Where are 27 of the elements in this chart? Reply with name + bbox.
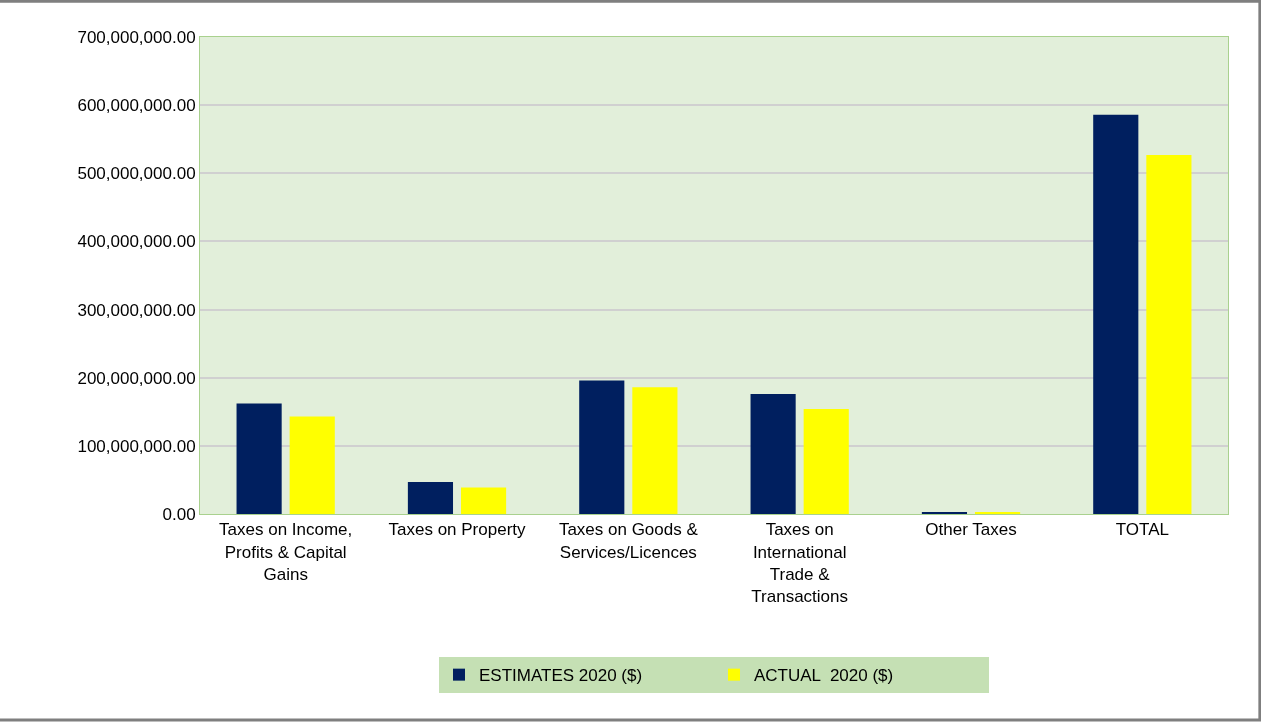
bar <box>579 380 625 514</box>
bar <box>236 403 282 514</box>
legend-label: ACTUAL 2020 ($) <box>754 666 894 686</box>
bar <box>289 416 335 514</box>
y-tick-label: 600,000,000.00 <box>77 96 196 116</box>
bar <box>407 481 454 514</box>
x-tick-label: Other Taxes <box>925 520 1017 540</box>
y-tick-label: 500,000,000.00 <box>77 164 196 184</box>
bar <box>750 394 796 514</box>
x-tick-label: Taxes on International Trade & Transactions <box>751 520 849 606</box>
bar <box>1146 154 1192 514</box>
y-tick-label: 200,000,000.00 <box>77 368 196 388</box>
bar <box>921 511 968 514</box>
bar <box>460 487 507 514</box>
y-tick-label: 100,000,000.00 <box>77 436 196 456</box>
y-tick-label: 0.00 <box>162 504 196 524</box>
y-tick-label: 700,000,000.00 <box>77 27 196 47</box>
bar <box>1093 114 1139 514</box>
y-tick-label: 400,000,000.00 <box>77 232 196 252</box>
legend-label: ESTIMATES 2020 ($) <box>479 666 643 686</box>
bar <box>803 409 849 514</box>
x-tick-label: Taxes on Income, Profits & Capital Gains <box>219 520 353 584</box>
bar <box>632 387 678 514</box>
x-tick-label: TOTAL <box>1115 520 1169 540</box>
y-tick-label: 300,000,000.00 <box>77 300 196 320</box>
x-tick-label: Taxes on Goods & Services/Licences <box>558 520 699 562</box>
x-tick-label: Taxes on Property <box>388 520 526 540</box>
